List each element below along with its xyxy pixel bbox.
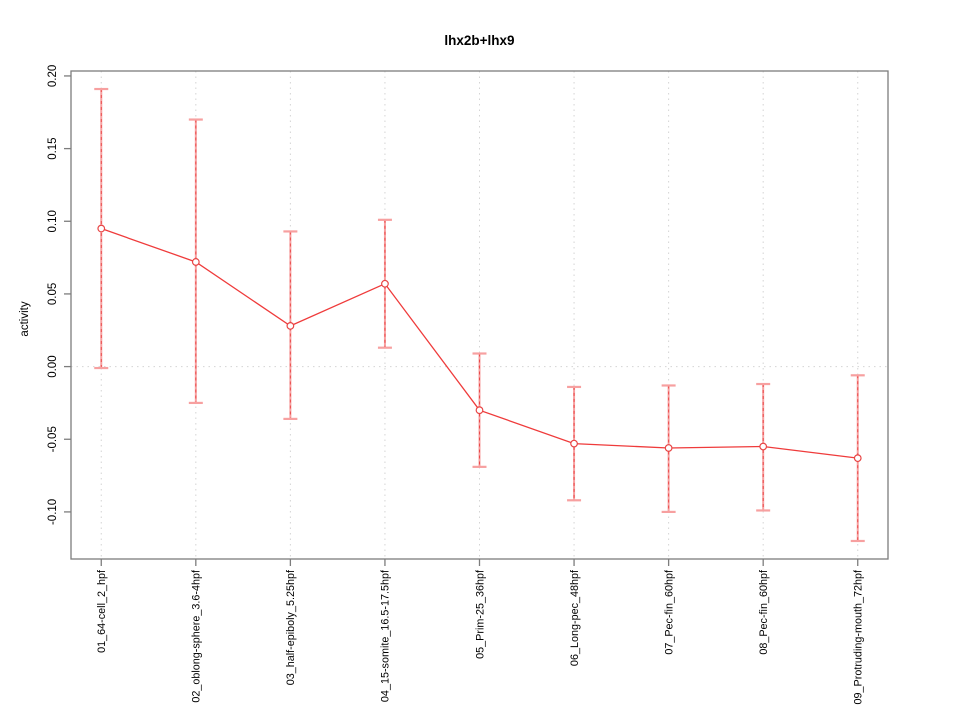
x-axis: 01_64-cell_2_hpf 02_oblong-sphere_3.6-4hp… [96,559,865,704]
x-tick-label: 08_Pec-fin_60hpf [758,569,770,655]
data-point-marker [381,279,389,288]
gridlines [71,71,888,559]
x-tick-label: 02_oblong-sphere_3.6-4hpf [191,569,203,703]
y-tick-label: -0.05 [47,426,59,452]
data-point-marker [664,444,673,452]
x-tick-label: 09_Protruding-mouth_72hpf [853,569,865,704]
data-point-marker [97,224,106,233]
y-tick-label: 0.00 [47,355,59,377]
y-tick-label: 0.10 [47,210,59,232]
data-points [97,224,862,463]
x-tick-label: 03_half-epiboly_5.25hpf [285,569,297,685]
data-point-marker [570,439,578,448]
x-tick-label: 01_64-cell_2_hpf [96,569,108,653]
y-tick-label: 0.15 [47,137,59,159]
y-tick-label: 0.20 [47,65,59,87]
y-tick-label: -0.10 [47,499,59,525]
data-point-marker [475,406,484,415]
chart-title: lhx2b+lhx9 [444,33,515,48]
x-tick-label: 04_15-somite_16.5-17.5hpf [380,569,392,702]
x-tick-label: 07_Pec-fin_60hpf [663,569,675,655]
data-point-marker [853,454,862,463]
y-tick-label: 0.05 [47,283,59,305]
x-tick-label: 05_Prim-25_36hpf [474,569,486,659]
plot-frame [70,70,889,560]
data-point-marker [759,442,768,451]
data-point-marker [191,258,200,266]
data-point-marker [286,321,295,330]
y-axis: 0.20 0.15 0.10 0.05 0.00 -0.05 -0.10 [47,65,71,525]
x-tick-label: 06_Long-pec_48hpf [569,569,581,666]
